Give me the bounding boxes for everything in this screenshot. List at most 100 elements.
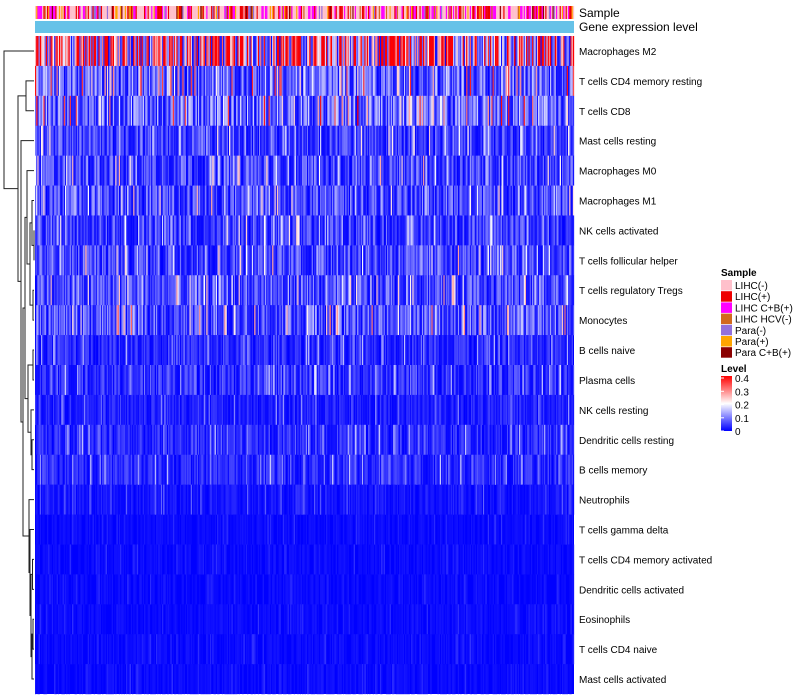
heatmap-cell [406, 36, 408, 67]
heatmap-cell [266, 65, 268, 97]
heatmap-cell [287, 245, 290, 276]
heatmap-cell [144, 125, 146, 156]
heatmap-cell [348, 335, 351, 366]
heatmap-cell [469, 65, 472, 97]
heatmap-cell [251, 95, 254, 126]
heatmap-cell [195, 65, 197, 97]
heatmap-cell [64, 245, 67, 276]
heatmap-cell [134, 365, 136, 396]
heatmap-cell [226, 36, 228, 67]
heatmap-cell [296, 155, 298, 186]
heatmap-cell [274, 155, 276, 186]
heatmap-cell [154, 335, 157, 366]
heatmap-cell [229, 36, 231, 67]
heatmap-cell [297, 36, 299, 67]
heatmap-cell [376, 305, 378, 336]
heatmap-cell [79, 215, 81, 246]
heatmap-cell [468, 36, 470, 67]
heatmap-cell [441, 305, 443, 336]
heatmap-cell [67, 185, 69, 216]
heatmap-cell [444, 215, 446, 246]
heatmap-cell [445, 155, 448, 186]
heatmap-cell [251, 245, 254, 276]
heatmap-cell [116, 36, 118, 67]
heatmap-cell [358, 185, 360, 216]
heatmap-cell [540, 275, 542, 306]
heatmap-cell [92, 185, 94, 216]
heatmap-cell [102, 245, 104, 276]
heatmap-cell [208, 36, 211, 67]
heatmap-cell [63, 36, 66, 67]
heatmap-cell [128, 65, 130, 97]
heatmap-cell [175, 65, 177, 97]
heatmap-cell [257, 335, 260, 366]
heatmap-cell [249, 155, 251, 186]
heatmap-cell [76, 275, 79, 306]
heatmap-cell [282, 305, 285, 336]
heatmap-cell [279, 125, 281, 156]
heatmap-cell [245, 305, 248, 336]
heatmap-cell [42, 365, 44, 396]
heatmap-cell [333, 125, 335, 156]
heatmap-cell [115, 335, 117, 366]
heatmap-cell [40, 36, 43, 67]
heatmap-cell [503, 125, 505, 156]
heatmap-cell [292, 95, 294, 126]
heatmap-cell [215, 65, 218, 97]
heatmap-cell [134, 215, 136, 246]
heatmap-cell [491, 335, 493, 366]
heatmap-cell [117, 215, 119, 246]
heatmap-cell [146, 95, 148, 126]
heatmap-cell [391, 305, 394, 336]
heatmap-cell [118, 36, 121, 67]
heatmap-cell [298, 335, 300, 366]
heatmap-cell [200, 65, 202, 97]
heatmap-cell [503, 95, 505, 126]
heatmap-cell [303, 36, 305, 67]
heatmap-cell [211, 365, 213, 396]
heatmap-cell [303, 305, 305, 336]
heatmap-cell [110, 36, 112, 67]
heatmap-cell [199, 215, 201, 246]
heatmap-cell [48, 275, 50, 306]
heatmap-cell [136, 185, 139, 216]
heatmap-cell [75, 125, 78, 156]
heatmap-cell [520, 305, 522, 336]
heatmap-cell [193, 275, 195, 306]
heatmap-cell [200, 305, 202, 336]
heatmap-cell [239, 185, 242, 216]
heatmap-cell [139, 185, 141, 216]
heatmap-cell [356, 185, 358, 216]
heatmap-cell [303, 65, 305, 97]
heatmap-cell [230, 155, 232, 186]
heatmap-cell [364, 275, 366, 306]
heatmap-cell [379, 65, 382, 97]
heatmap-cell [393, 245, 395, 276]
heatmap-cell [138, 65, 140, 97]
heatmap-cell [86, 365, 88, 396]
heatmap-cell [352, 365, 354, 396]
heatmap-cell [258, 65, 261, 97]
heatmap-cell [310, 125, 312, 156]
heatmap-cell [459, 155, 461, 186]
heatmap-cell [357, 95, 359, 126]
heatmap-cell [175, 245, 177, 276]
heatmap-cell [157, 275, 159, 306]
heatmap-cell [318, 185, 321, 216]
heatmap-cell [244, 95, 246, 126]
heatmap-cell [171, 365, 173, 396]
heatmap-cell [181, 185, 183, 216]
heatmap-cell [90, 185, 92, 216]
heatmap-cell [389, 155, 391, 186]
heatmap-cell [524, 245, 527, 276]
heatmap-cell [182, 365, 184, 396]
heatmap-cell [254, 125, 256, 156]
heatmap-cell [350, 185, 352, 216]
heatmap-cell [318, 245, 321, 276]
heatmap-cell [487, 275, 490, 306]
heatmap-cell [269, 65, 272, 97]
heatmap-cell [239, 125, 242, 156]
heatmap-cell [42, 215, 44, 246]
heatmap-cell [326, 245, 328, 276]
heatmap-cell [236, 185, 238, 216]
